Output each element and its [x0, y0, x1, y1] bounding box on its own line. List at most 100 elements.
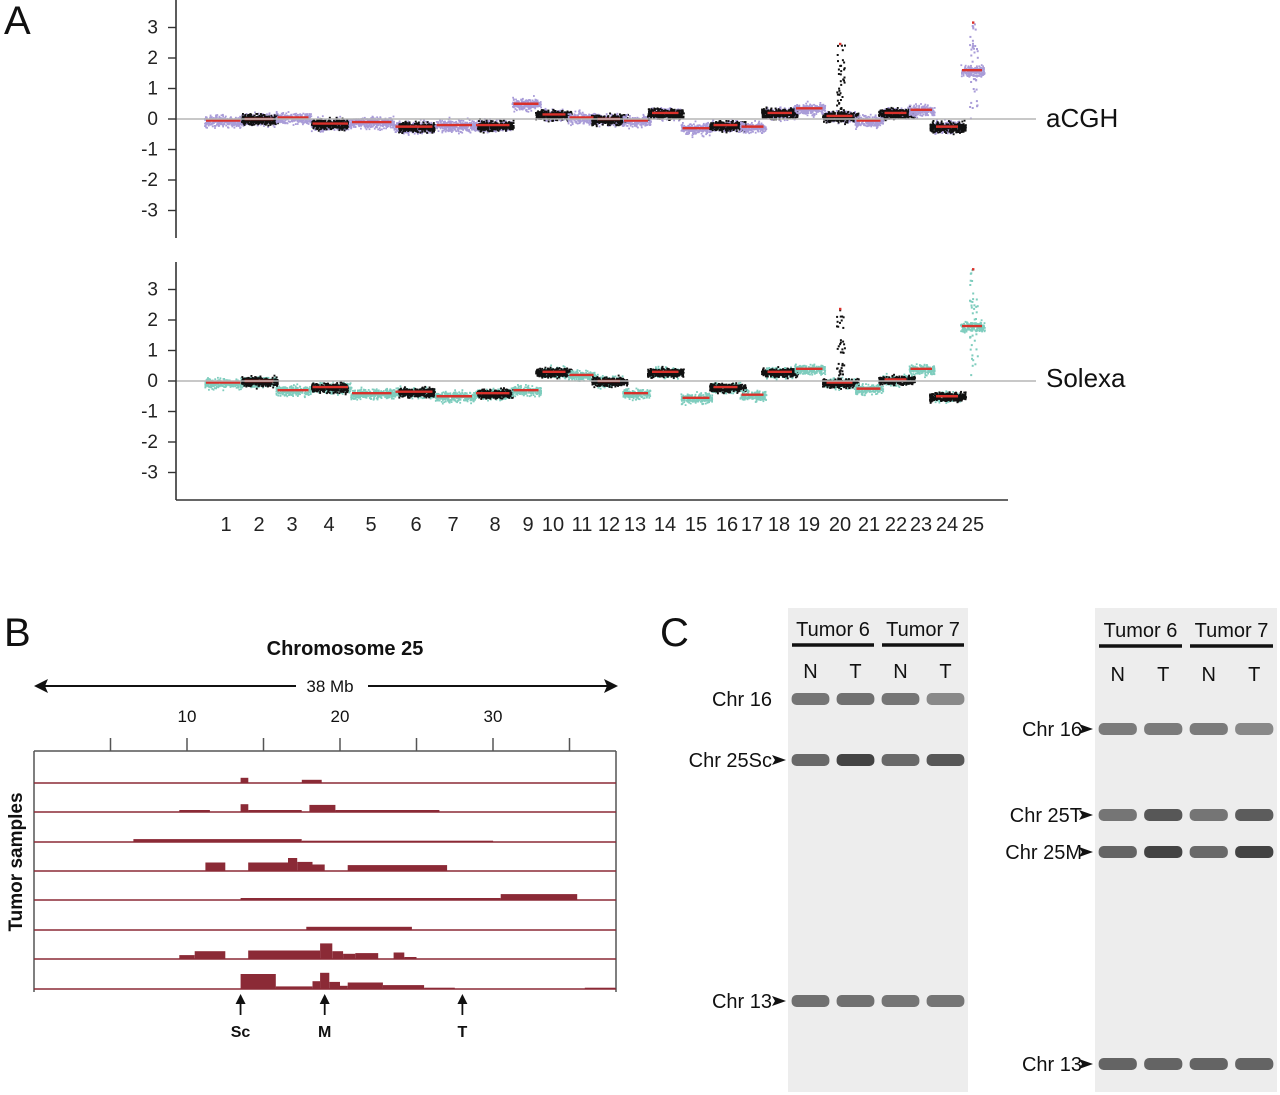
copy-gain-block: [355, 953, 378, 959]
tumor-sample-track-4: [34, 858, 616, 871]
gel-band: [837, 754, 875, 766]
gel-band: [927, 693, 965, 705]
copy-gain-block: [248, 810, 302, 812]
solexa-y-tick-label: 1: [147, 341, 158, 362]
copy-gain-block: [179, 955, 194, 959]
chromosome-label-7: 7: [447, 514, 458, 536]
gel-lane-label: T: [939, 661, 951, 683]
chromosome-label-19: 19: [798, 514, 820, 536]
gel-band-label: Chr 13: [1022, 1054, 1082, 1076]
gel-band-label: Chr 25T: [1010, 805, 1082, 827]
chromosome-label-2: 2: [253, 514, 264, 536]
chromosome-label-9: 9: [522, 514, 533, 536]
copy-gain-block: [313, 865, 325, 872]
chromosome-label-22: 22: [885, 514, 907, 536]
solexa-peak-chr20: [836, 308, 846, 382]
copy-gain-block: [248, 951, 320, 960]
chromosome-label-25: 25: [962, 514, 984, 536]
solexa-chromosome-18-points: [761, 366, 799, 381]
tumor-sample-track-6: [34, 927, 616, 930]
copy-gain-block: [179, 810, 210, 812]
acgh-chromosome-20-points: [822, 110, 859, 125]
copy-gain-block: [241, 898, 501, 900]
chromosome-label-16: 16: [716, 514, 738, 536]
copy-gain-block: [348, 983, 383, 990]
gel-band: [1235, 846, 1273, 858]
solexa-chromosome-23-points: [909, 363, 936, 378]
copy-gain-block: [288, 858, 297, 871]
marker-m: M: [318, 994, 331, 1041]
chromosome-label-13: 13: [624, 514, 646, 536]
span-label: 38 Mb: [306, 677, 353, 696]
up-arrow-icon: [457, 994, 467, 1004]
gel-group-header: Tumor 6: [796, 619, 870, 641]
gel-band: [837, 995, 875, 1007]
copy-gain-block: [241, 778, 249, 783]
acgh-y-tick-label: -1: [141, 140, 158, 161]
copy-gain-block: [302, 841, 493, 842]
acgh-y-tick-label: -2: [141, 170, 158, 191]
copy-gain-block: [133, 839, 301, 842]
tumor-sample-track-3: [34, 839, 616, 842]
copy-gain-block: [320, 973, 329, 989]
gel-band: [1190, 846, 1228, 858]
tumor-sample-track-1: [34, 778, 616, 783]
gel-lane-label: T: [1248, 664, 1260, 686]
gel-lane-label: N: [1111, 664, 1125, 686]
solexa-chromosome-1-points: [204, 377, 244, 391]
chromosome-label-20: 20: [829, 514, 851, 536]
gel-band: [1190, 1058, 1228, 1070]
gel-band: [837, 693, 875, 705]
chromosome-label-17: 17: [741, 514, 763, 536]
gel-band: [1144, 1058, 1182, 1070]
gel-lane-label: T: [849, 661, 861, 683]
gel-lane-label: N: [1202, 664, 1216, 686]
gel-band: [792, 693, 830, 705]
up-arrow-icon: [236, 994, 246, 1004]
chromosome-label-8: 8: [489, 514, 500, 536]
position-tick-label: 10: [178, 707, 197, 726]
gel-band-label: Chr 16: [712, 689, 772, 711]
figure: A B C 3210-1-2-3 aCGH 3210-1-2-3 1234567…: [0, 0, 1280, 1095]
tumor-sample-track-2: [34, 804, 616, 812]
gel-band-label: Chr 13: [712, 991, 772, 1013]
chromosome-label-1: 1: [220, 514, 231, 536]
copy-gain-block: [297, 862, 312, 871]
chromosome-label-14: 14: [654, 514, 676, 536]
copy-gain-block: [343, 954, 355, 959]
tumor-samples-label: Tumor samples: [6, 792, 27, 931]
chromosome-label-10: 10: [542, 514, 564, 536]
copy-gain-block: [404, 957, 416, 959]
gel-lane-label: N: [803, 661, 817, 683]
marker-label: Sc: [231, 1024, 251, 1041]
solexa-chromosome-4-points: [311, 381, 352, 396]
gel-band: [1190, 809, 1228, 821]
panel-letter-c: C: [660, 611, 689, 655]
panel-letter-b: B: [4, 611, 31, 655]
solexa-y-tick-label: -3: [141, 463, 158, 484]
gel-band: [1144, 809, 1182, 821]
chromosome-label-24: 24: [936, 514, 958, 536]
gel-band: [927, 995, 965, 1007]
marker-label: T: [458, 1024, 468, 1041]
gel-group-header: Tumor 7: [886, 619, 960, 641]
copy-gain-block: [241, 804, 249, 812]
gel-band: [1099, 809, 1137, 821]
copy-gain-block: [309, 805, 335, 812]
position-tick-label: 30: [484, 707, 503, 726]
gel-band: [1235, 723, 1273, 735]
gel-band: [1190, 723, 1228, 735]
panel-letter-a: A: [4, 0, 31, 43]
copy-gain-block: [501, 894, 578, 900]
gel-band: [1235, 809, 1273, 821]
copy-gain-block: [329, 982, 340, 989]
chromosome-labels: 1 2 3 4 5 6 7 8 9 10 11 12 13 14 15 16 17 18 19 20 21 22 23 24 2…: [176, 500, 1008, 536]
marker-t: T: [457, 994, 467, 1041]
copy-gain-block: [320, 943, 332, 959]
gel-lane-label: T: [1157, 664, 1169, 686]
copy-gain-block: [335, 810, 439, 812]
marker-sc: Sc: [231, 994, 251, 1041]
chromosome-label-12: 12: [598, 514, 620, 536]
